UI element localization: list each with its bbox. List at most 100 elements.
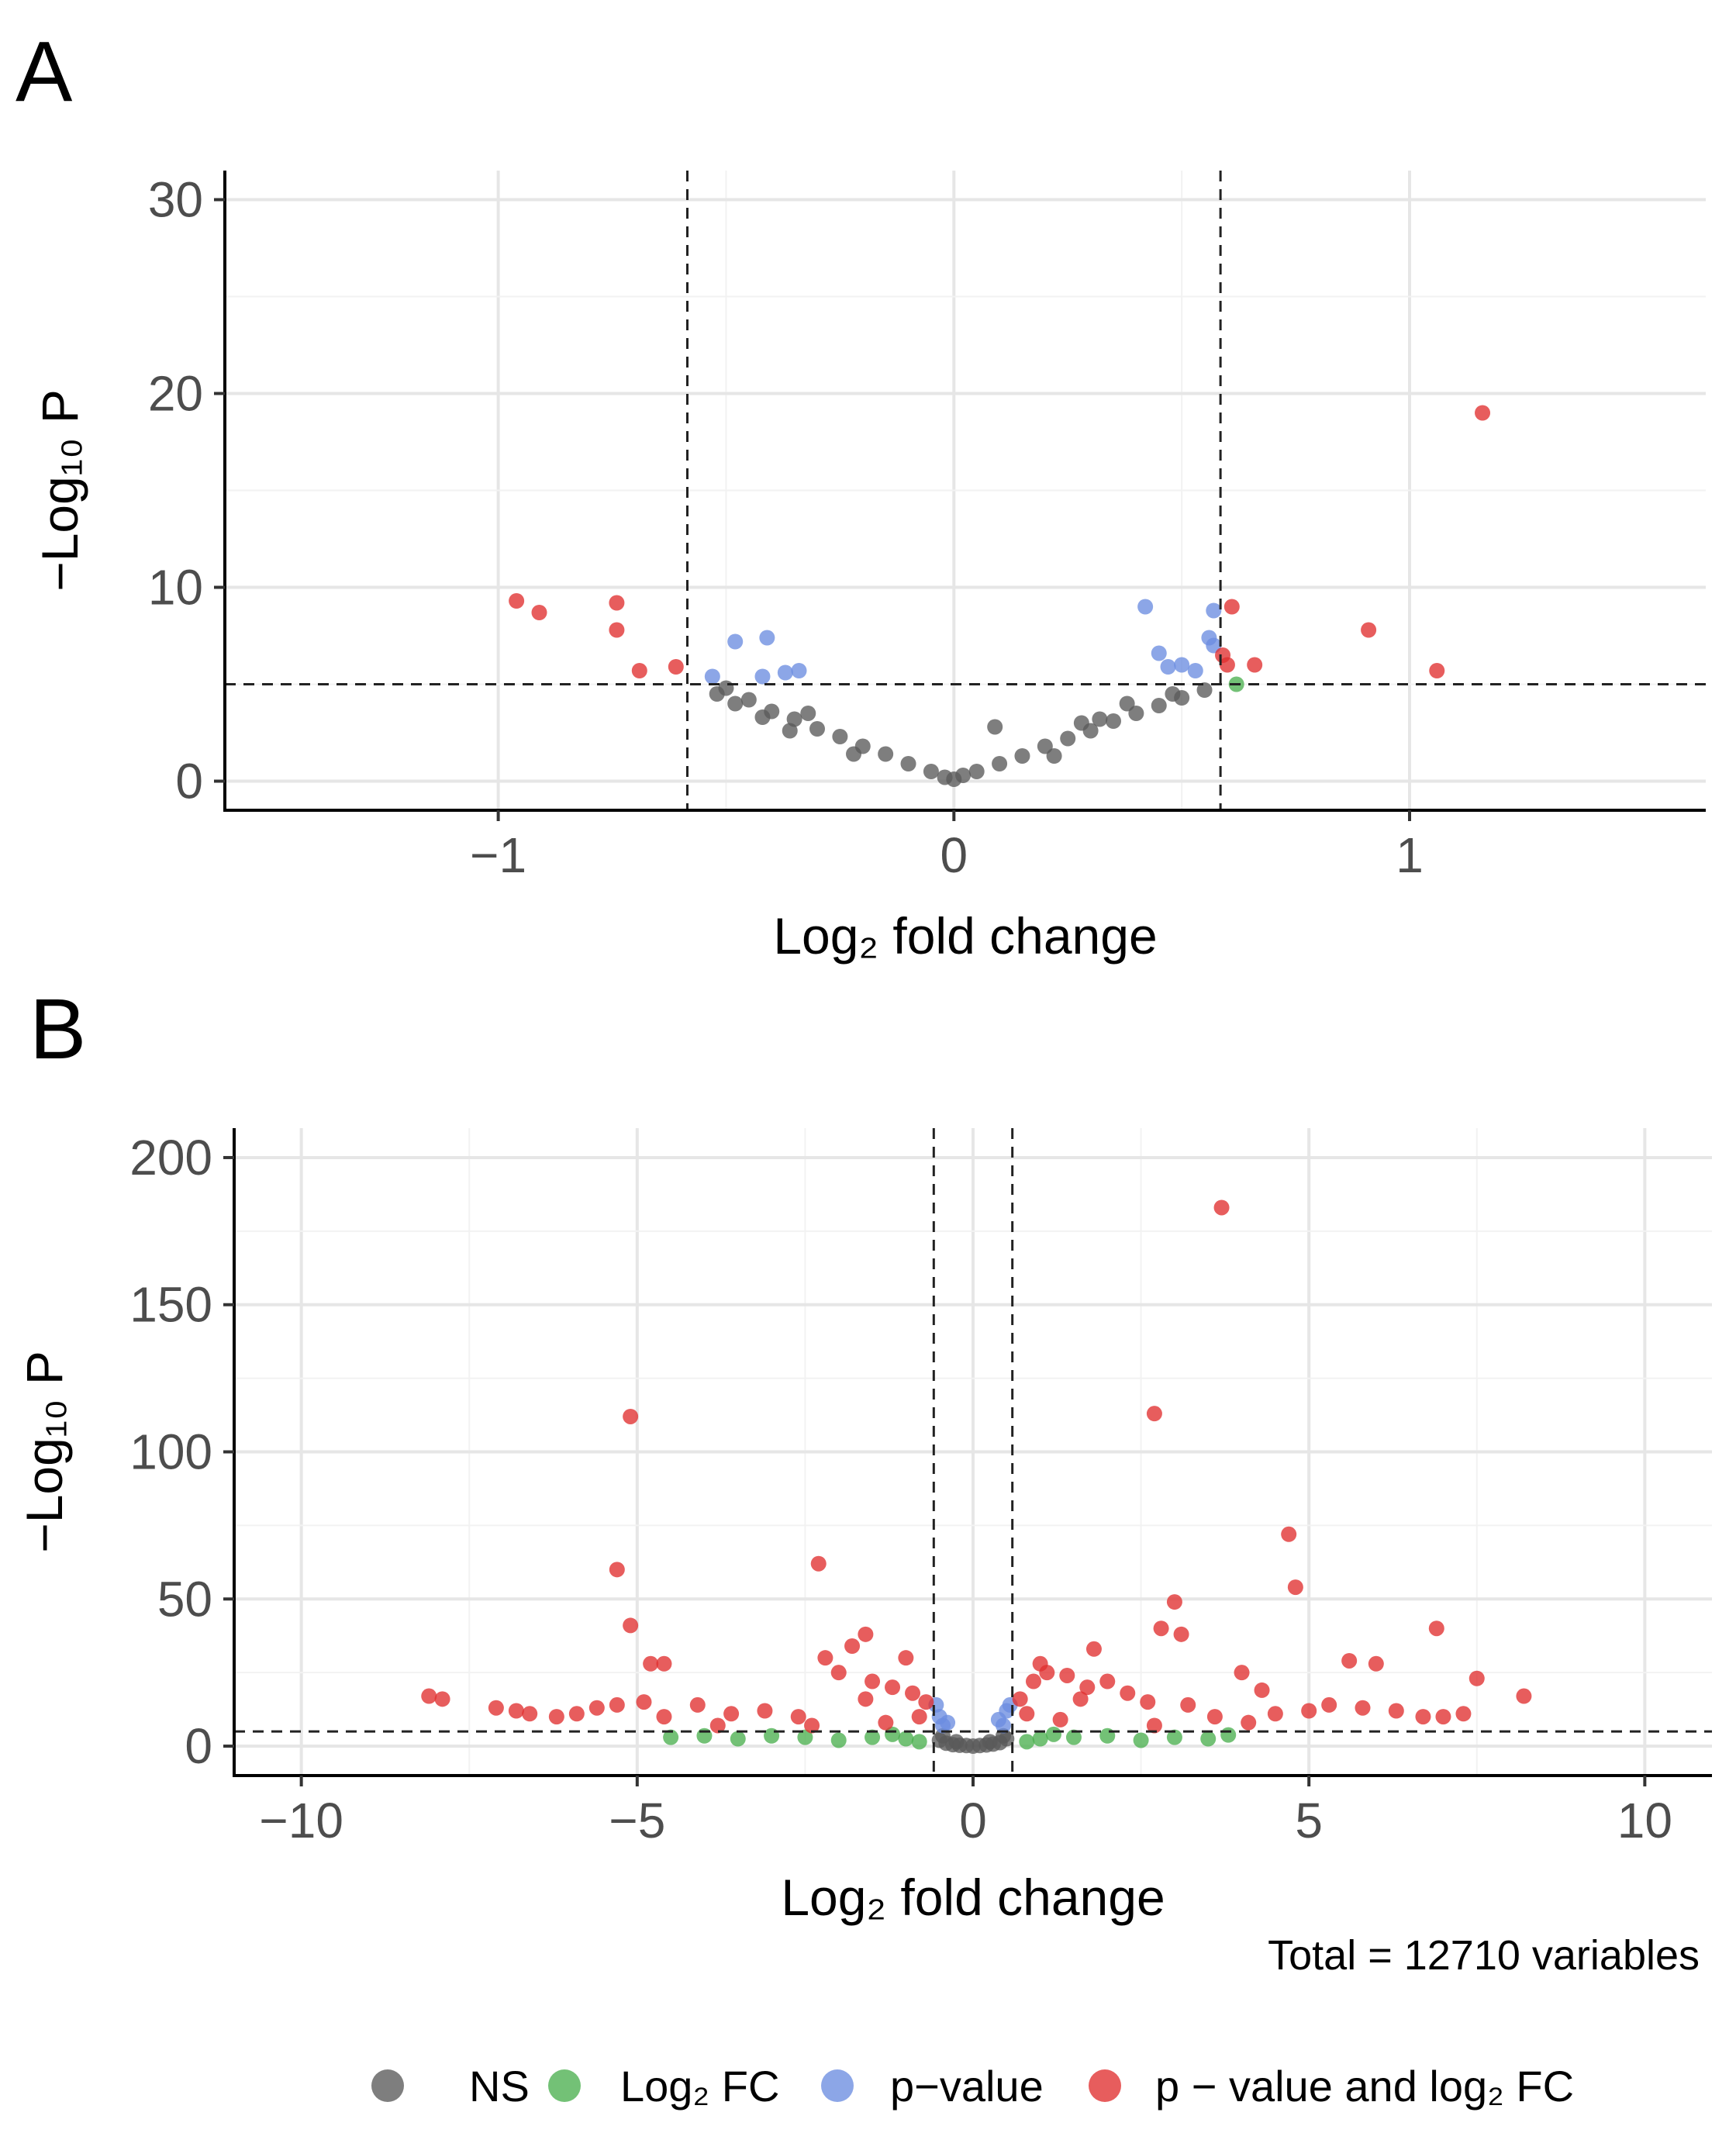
data-point — [631, 663, 647, 678]
data-point — [1516, 1688, 1532, 1704]
grid-a — [225, 171, 1706, 810]
legend-label: p − value and log₂ FC — [1155, 2062, 1574, 2111]
data-point — [759, 630, 775, 646]
data-point — [509, 593, 525, 609]
data-point — [1012, 1691, 1028, 1707]
data-point — [1060, 730, 1076, 747]
data-point — [1173, 1626, 1189, 1642]
data-point — [656, 1655, 672, 1672]
data-point — [1085, 1641, 1102, 1657]
data-point — [782, 723, 798, 739]
x-tick-label: 0 — [959, 1793, 987, 1848]
y-axis-title: −Log₁₀ P — [16, 1351, 73, 1553]
data-point — [1037, 738, 1053, 754]
data-point — [730, 1731, 746, 1747]
data-point — [1166, 1594, 1182, 1610]
y-axis-title: −Log₁₀ P — [31, 389, 88, 592]
total-variables-caption: Total = 12710 variables — [1268, 1932, 1700, 1979]
data-point — [656, 1709, 672, 1725]
data-point — [1059, 1667, 1075, 1683]
y-tick-label: 50 — [157, 1571, 212, 1627]
data-point — [1151, 698, 1167, 713]
grid-b — [234, 1128, 1712, 1776]
y-tick-label: 200 — [129, 1130, 212, 1186]
data-point — [1201, 630, 1217, 646]
panel-label-a: A — [16, 24, 73, 119]
data-point — [1079, 1679, 1096, 1696]
data-point — [898, 1650, 914, 1666]
data-point — [878, 746, 894, 762]
data-point — [1106, 713, 1121, 729]
data-point — [1052, 1711, 1068, 1727]
legend-swatch — [371, 2069, 404, 2102]
data-point — [1133, 1732, 1149, 1748]
data-point — [704, 668, 720, 685]
data-point — [1137, 599, 1154, 615]
data-point — [1180, 1696, 1196, 1713]
series-pfc — [509, 405, 1491, 678]
points-a — [509, 405, 1491, 787]
legend-label: Log₂ FC — [620, 2062, 779, 2111]
data-point — [1128, 706, 1144, 721]
data-point — [1206, 602, 1222, 619]
legend-item-pfc: p − value and log₂ FC — [1089, 2062, 1574, 2111]
panel-label-b: B — [29, 982, 86, 1077]
data-point — [844, 1638, 861, 1654]
data-point — [937, 769, 953, 785]
threshold-lines-b — [234, 1128, 1712, 1776]
data-point — [531, 605, 547, 620]
data-point — [568, 1706, 585, 1722]
data-point — [990, 1711, 1006, 1727]
data-point — [1428, 1620, 1444, 1637]
data-point — [777, 664, 793, 681]
data-point — [1019, 1706, 1035, 1722]
data-point — [663, 1729, 679, 1745]
data-point — [1220, 1727, 1237, 1743]
data-point — [488, 1700, 504, 1716]
data-point — [955, 768, 972, 783]
data-point — [689, 1696, 706, 1713]
data-point — [1455, 1706, 1472, 1722]
data-point — [636, 1694, 652, 1710]
data-point — [1099, 1673, 1116, 1689]
data-point — [609, 1562, 625, 1578]
data-point — [1287, 1579, 1303, 1596]
data-point — [740, 692, 757, 708]
data-point — [727, 695, 744, 712]
series-ns — [709, 680, 1213, 787]
data-point — [1014, 748, 1030, 764]
data-point — [810, 1555, 827, 1572]
data-point — [1321, 1696, 1337, 1713]
data-point — [1073, 715, 1089, 731]
data-point — [982, 1734, 998, 1750]
data-point — [1429, 663, 1445, 678]
data-point — [1361, 622, 1377, 638]
data-point — [709, 1717, 726, 1734]
y-tick-label: 100 — [129, 1424, 212, 1480]
data-point — [1234, 1665, 1250, 1681]
data-point — [754, 709, 771, 725]
data-point — [905, 1685, 921, 1701]
data-point — [1196, 682, 1213, 698]
data-point — [791, 663, 807, 678]
data-point — [900, 756, 916, 771]
x-tick-label: −10 — [259, 1793, 343, 1848]
data-point — [1119, 695, 1135, 712]
data-point — [800, 706, 816, 721]
x-tick-label: −1 — [470, 827, 526, 883]
data-point — [898, 1731, 914, 1747]
data-point — [1092, 711, 1108, 727]
data-point — [727, 633, 744, 650]
data-point — [1435, 1709, 1451, 1725]
data-point — [790, 1709, 806, 1725]
data-point — [846, 746, 862, 762]
data-point — [1368, 1655, 1384, 1672]
data-point — [508, 1703, 524, 1719]
data-point — [1475, 405, 1491, 421]
data-point — [1355, 1700, 1371, 1716]
data-point — [948, 1734, 965, 1750]
legend-label: NS — [469, 2062, 530, 2111]
data-point — [1388, 1703, 1404, 1719]
legend-item-fc: Log₂ FC — [548, 2062, 779, 2111]
